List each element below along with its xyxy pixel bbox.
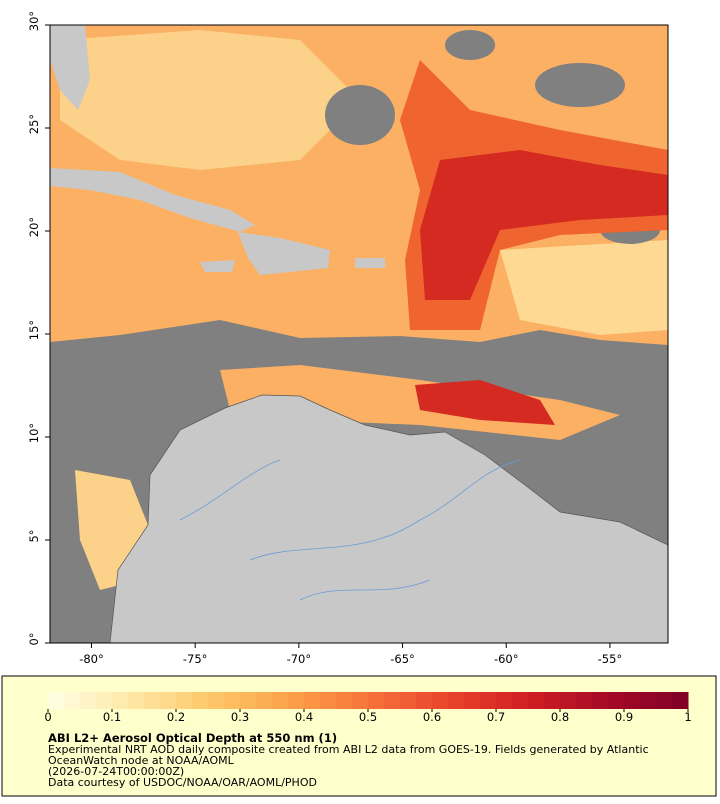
colorbar-step <box>464 692 481 709</box>
colorbar-step <box>656 692 673 709</box>
colorbar-step <box>160 692 177 709</box>
colorbar-step <box>192 692 209 709</box>
colorbar-step <box>400 692 417 709</box>
colorbar-step <box>640 692 657 709</box>
colorbar-tick-label: 0.2 <box>167 710 185 724</box>
colorbar-step <box>448 692 465 709</box>
legend-note: Data courtesy of USDOC/NOAA/OAR/AOML/PHO… <box>48 776 317 789</box>
colorbar-step <box>144 692 161 709</box>
colorbar-step <box>64 692 81 709</box>
y-tick-label: 15° <box>27 320 41 340</box>
colorbar-tick-label: 0.7 <box>487 710 505 724</box>
colorbar-step <box>176 692 193 709</box>
colorbar-tick-label: 0.9 <box>615 710 633 724</box>
colorbar-tick-label: 0 <box>44 710 51 724</box>
colorbar-step <box>592 692 609 709</box>
y-tick-label: 25° <box>27 114 41 134</box>
colorbar-step <box>352 692 369 709</box>
y-tick-label: 0° <box>27 632 41 645</box>
x-tick-label: -75° <box>183 652 208 666</box>
map <box>50 25 668 643</box>
colorbar-step <box>304 692 321 709</box>
colorbar-tick-label: 1 <box>684 710 691 724</box>
colorbar-step <box>624 692 641 709</box>
x-tick-label: -60° <box>494 652 519 666</box>
colorbar-step <box>560 692 577 709</box>
dust-south <box>415 380 555 425</box>
no-data-patch <box>445 30 495 60</box>
land-florida <box>50 25 90 110</box>
colorbar-step <box>432 692 449 709</box>
colorbar-step <box>272 692 289 709</box>
colorbar-step <box>384 692 401 709</box>
colorbar-step <box>256 692 273 709</box>
colorbar-step <box>672 692 689 709</box>
colorbar-step <box>416 692 433 709</box>
land-hispaniola <box>238 232 330 275</box>
colorbar-step <box>224 692 241 709</box>
colorbar-step <box>576 692 593 709</box>
x-tick-label: -55° <box>598 652 623 666</box>
colorbar-step <box>544 692 561 709</box>
land-south-america <box>109 394 668 643</box>
legend-note: OceanWatch node at NOAA/AOML <box>48 754 235 767</box>
colorbar-tick-label: 0.8 <box>551 710 569 724</box>
colorbar-step <box>128 692 145 709</box>
legend-note: Experimental NRT AOD daily composite cre… <box>48 743 649 756</box>
colorbar-tick-label: 0.5 <box>359 710 377 724</box>
x-tick-label: -70° <box>287 652 312 666</box>
y-tick-label: 20° <box>27 217 41 237</box>
colorbar-step <box>528 692 545 709</box>
colorbar-step <box>480 692 497 709</box>
land-puerto-rico <box>355 258 385 268</box>
colorbar-step <box>96 692 113 709</box>
colorbar-tick-label: 0.1 <box>103 710 121 724</box>
y-tick-label: 30° <box>27 11 41 31</box>
x-tick-label: -65° <box>390 652 415 666</box>
colorbar-step <box>48 692 65 709</box>
colorbar-tick-label: 0.3 <box>231 710 249 724</box>
aerosol-light <box>60 30 360 170</box>
colorbar-step <box>80 692 97 709</box>
colorbar-step <box>608 692 625 709</box>
x-tick-label: -80° <box>79 652 104 666</box>
colorbar-step <box>336 692 353 709</box>
colorbar-tick-label: 0.6 <box>423 710 441 724</box>
land-cuba <box>50 168 255 232</box>
land-jamaica <box>200 260 235 272</box>
rivers <box>179 459 521 601</box>
aerosol-light <box>500 240 668 335</box>
colorbar-step <box>496 692 513 709</box>
no-data-patch <box>325 85 395 145</box>
colorbar-step <box>368 692 385 709</box>
colorbar-step <box>512 692 529 709</box>
y-tick-label: 10° <box>27 423 41 443</box>
colorbar-tick-label: 0.4 <box>295 710 313 724</box>
y-tick-label: 5° <box>27 529 41 542</box>
colorbar-step <box>320 692 337 709</box>
dust-core <box>420 150 668 300</box>
colorbar-step <box>240 692 257 709</box>
colorbar-step <box>288 692 305 709</box>
colorbar-step <box>112 692 129 709</box>
legend-title: ABI L2+ Aerosol Optical Depth at 550 nm … <box>48 731 337 745</box>
colorbar-step <box>208 692 225 709</box>
legend-note: (2026-07-24T00:00:00Z) <box>48 765 184 778</box>
no-data-patch <box>535 63 625 107</box>
